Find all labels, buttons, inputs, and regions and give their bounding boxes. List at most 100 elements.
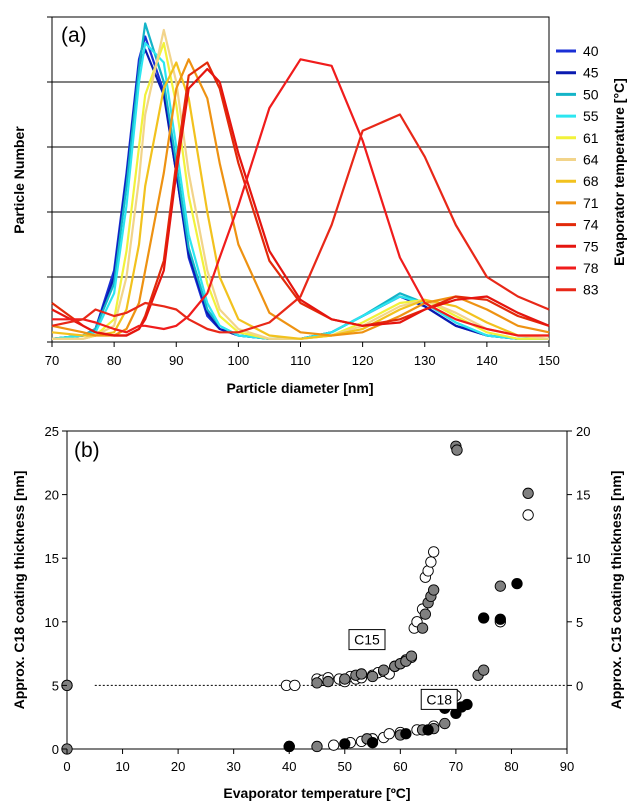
panel-b-annotation-label: C15 <box>354 632 380 648</box>
panel-b-x-axis-title: Evaporator temperature [ºC] <box>223 785 410 801</box>
panel-a-x-axis-title: Particle diameter [nm] <box>226 380 373 396</box>
panel-a-y-ticks <box>47 16 52 343</box>
panel-b-point-gray <box>405 650 418 662</box>
panel-b-left-y-tick-label: 5 <box>52 678 59 693</box>
panel-b-left-y-tick-label: 25 <box>45 424 59 439</box>
panel-b-label: (b) <box>74 439 100 462</box>
panel-b-right-y-axis-title: Approx. C15 coating thickness [nm] <box>608 471 624 710</box>
panel-b-left-y-ticks: 0 5 10 15 20 25 <box>45 424 67 757</box>
panel-a-x-tick-label: 110 <box>290 353 311 368</box>
panel-a-legend-title: Evaporator temperature [°C] <box>611 78 627 266</box>
panel-b-point-open <box>522 509 534 521</box>
panel-b-point-gray <box>339 673 351 685</box>
panel-b-point-gray <box>451 444 463 456</box>
panel-a-legend-label: 68 <box>583 173 599 189</box>
panel-b-x-tick-label: 0 <box>63 759 70 774</box>
panel-a-x-tick-label: 80 <box>107 353 121 368</box>
panel-b-point-gray <box>478 664 490 676</box>
panel-b-x-tick-label: 20 <box>171 759 185 774</box>
panel-b-point-gray <box>311 677 323 689</box>
panel-b-left-y-tick-label: 20 <box>45 488 59 503</box>
panel-b-point-filled <box>339 738 351 750</box>
panel-a-legend-label: 55 <box>583 108 599 124</box>
panel-b-x-tick-label: 50 <box>338 759 352 774</box>
panel-b-point-gray <box>355 668 368 680</box>
panel-b-x-tick-label: 40 <box>282 759 296 774</box>
panel-b-point-gray <box>428 584 440 596</box>
panel-a-y-axis-title: Particle Number <box>11 126 27 234</box>
panel-a: 70 80 90 100 110 120 130 140 150 (a) Particle di… <box>11 16 627 396</box>
panel-b-x-tick-label: 30 <box>226 759 240 774</box>
panel-b-point-filled <box>366 736 379 749</box>
panel-b-point-gray <box>494 580 506 592</box>
panel-b-x-tick-label: 70 <box>449 759 463 774</box>
panel-a-legend-label: 64 <box>583 152 599 168</box>
panel-b-point-filled <box>494 613 506 625</box>
panel-a-legend-label: 83 <box>583 282 599 298</box>
panel-b-x-tick-label: 10 <box>115 759 129 774</box>
panel-b-point-gray <box>416 622 429 634</box>
panel-b-plot-area <box>66 430 568 750</box>
panel-b-point-gray <box>311 740 323 753</box>
panel-b-point-gray <box>378 664 390 676</box>
panel-a-series-line-68 <box>51 61 549 340</box>
panel-b-left-y-tick-label: 0 <box>52 742 59 757</box>
panel-b-right-y-tick-label: 15 <box>576 488 590 503</box>
panel-a-x-tick-label: 100 <box>228 353 250 368</box>
panel-a-series <box>51 22 550 340</box>
panel-a-x-tick-label: 140 <box>476 353 498 368</box>
panel-a-x-tick-label: 150 <box>538 353 560 368</box>
panel-a-series-line-78 <box>52 58 549 337</box>
panel-b-point-filled <box>511 577 523 590</box>
panel-b-point-open <box>289 679 301 692</box>
panel-a-legend-label: 61 <box>583 130 599 146</box>
panel-b-x-tick-label: 90 <box>560 759 574 774</box>
panel-b-annotations: C15 C18 <box>348 629 458 710</box>
panel-a-legend-label: 45 <box>583 65 599 81</box>
panel-b-right-y-tick-label: 0 <box>576 678 583 693</box>
panel-b-left-y-tick-label: 15 <box>45 551 59 566</box>
panel-a-legend-label: 78 <box>583 260 599 276</box>
panel-b-right-y-ticks: 0 5 10 15 20 <box>567 424 590 693</box>
panel-a-series-line-75 <box>51 67 550 337</box>
panel-b-x-tick-label: 60 <box>393 759 407 774</box>
panel-b-right-y-tick-label: 5 <box>576 615 583 630</box>
panel-b-annotation-label: C18 <box>426 691 452 707</box>
panel-b-point-open <box>328 739 340 751</box>
panel-b-point-gray <box>439 717 451 730</box>
panel-a-series-line-83 <box>51 113 550 334</box>
panel-b-points <box>61 440 534 755</box>
panel-b-point-filled <box>461 698 473 711</box>
panel-b-point-gray <box>322 675 334 688</box>
panel-b-left-y-tick-label: 10 <box>45 615 59 630</box>
panel-b-annotation-box <box>420 688 458 710</box>
panel-b-x-tick-label: 80 <box>504 759 518 774</box>
panel-b-point-gray <box>419 608 431 620</box>
panel-a-legend-label: 71 <box>583 195 599 211</box>
panel-b-x-ticks: 0 10 20 30 40 50 60 70 80 90 <box>63 749 574 774</box>
panel-a-x-tick-label: 70 <box>45 353 59 368</box>
panel-b-point-filled <box>422 724 434 736</box>
panel-a-x-tick-label: 130 <box>414 353 436 368</box>
panel-a-legend-label: 75 <box>583 238 599 254</box>
panel-a-legend-label: 50 <box>583 86 599 102</box>
panel-a-label: (a) <box>61 24 87 47</box>
panel-b-point-open <box>383 728 395 740</box>
panel-b-right-y-tick-label: 20 <box>576 424 590 439</box>
panel-a-legend-label: 74 <box>583 217 599 233</box>
panel-b-point-filled <box>400 728 412 740</box>
panel-b-point-filled <box>478 612 490 624</box>
panel-a-legend: 40 45 50 55 61 64 68 71 74 75 78 83 <box>556 43 599 298</box>
panel-b-left-y-axis-title: Approx. C18 coating thickness [nm] <box>11 471 27 710</box>
panel-b-right-y-tick-label: 10 <box>576 551 590 566</box>
panel-a-x-ticks: 70 80 90 100 110 120 130 140 150 <box>45 342 560 368</box>
panel-a-x-tick-label: 120 <box>352 353 374 368</box>
panel-b-point-gray <box>522 487 534 499</box>
panel-b-point-open <box>425 556 437 568</box>
panel-b-annotation-box <box>348 629 386 651</box>
panel-b-point-gray <box>366 670 379 683</box>
panel-b-point-open <box>428 546 440 558</box>
panel-a-x-tick-label: 90 <box>169 353 183 368</box>
